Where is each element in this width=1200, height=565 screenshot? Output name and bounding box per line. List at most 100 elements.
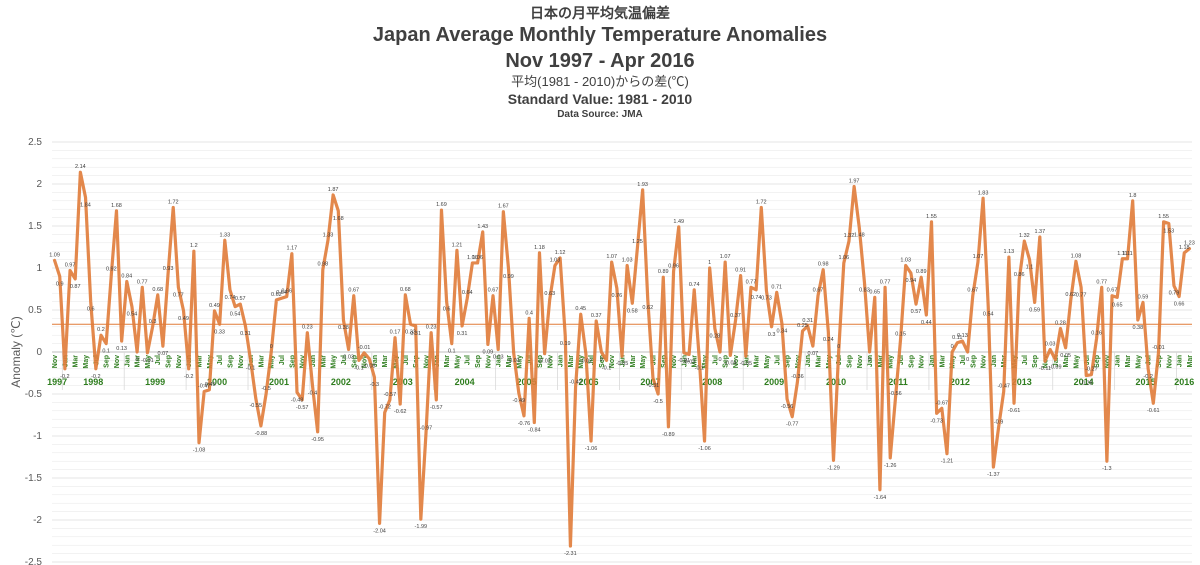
data-label: 0.62 [1065,292,1076,298]
month-tick-label: Nov [733,355,740,368]
month-tick-label: Nov [1166,355,1173,368]
month-tick-label: Jul [589,355,596,365]
data-label: 1.83 [978,190,989,196]
data-label: 0.97 [65,263,76,269]
month-tick-label: Jan [1177,355,1184,367]
data-label: 1.2 [190,243,198,249]
data-label: 0.62 [271,292,282,298]
data-label: 0.65 [1112,302,1123,308]
data-label: 0.58 [627,308,638,314]
data-label: 1.13 [1004,249,1015,255]
data-label: 0.6 [443,307,451,313]
y-tick-label: 1.5 [28,221,42,232]
data-label: 0 [718,357,721,363]
data-label: 0.67 [967,288,978,294]
data-label: 0.94 [906,278,917,284]
data-label: 0.31 [457,331,468,337]
data-label: -0.5 [653,399,662,405]
month-tick-label: Nov [857,355,864,368]
y-tick-label: -1.5 [25,473,43,484]
data-label: 1.87 [328,187,339,193]
data-label: -0.67 [936,400,949,406]
month-tick-label: Jul [898,355,905,365]
year-label: 1997 [47,377,67,387]
data-label: 0.11 [952,335,962,341]
data-label: 1.8 [1129,193,1137,199]
data-label: -0.02 [580,359,593,365]
month-tick-label: Jul [650,355,657,365]
month-tick-label: Jan [743,355,750,367]
month-tick-label: Jul [1146,355,1153,365]
month-tick-label: Jul [155,355,162,365]
data-label: 0.73 [761,296,772,302]
data-label: -0.1 [246,365,255,371]
month-tick-label: Sep [289,355,296,368]
data-label: -0.56 [781,404,794,410]
y-tick-label: 1 [36,263,42,274]
data-source-note: Data Source: JMA [557,109,643,120]
data-label: 0.77 [137,279,148,285]
data-label: 0.59 [1029,307,1040,313]
data-label: 1.07 [720,254,731,260]
y-tick-label: -2.5 [25,557,43,565]
month-tick-label: Nov [981,355,988,368]
month-tick-label: Nov [423,355,430,368]
data-label: -0.55 [249,403,262,409]
japanese-title: 日本の月平均気温偏差 [530,5,670,21]
data-label: -1.21 [941,459,954,465]
month-tick-label: Sep [166,355,173,368]
data-label: 1.12 [555,250,566,256]
data-label: 0.64 [276,290,287,296]
year-label: 1999 [145,377,165,387]
data-label: 0.67 [348,288,359,294]
y-axis-title: Anomaly (℃) [9,316,23,388]
data-label: 0.74 [689,282,700,288]
data-label: -1.06 [698,446,711,452]
data-label: 0.68 [400,287,411,293]
year-label: 2014 [1074,377,1094,387]
data-label: 0.28 [1055,320,1066,326]
data-label: -0.95 [311,437,324,443]
data-label: 0.37 [730,313,741,319]
data-label: 0.79 [1169,291,1180,297]
data-label: 0.89 [916,269,927,275]
month-tick-label: Jan [681,355,688,367]
data-label: 1.1 [1026,265,1034,271]
data-label: -0.42 [569,379,582,385]
data-label: 1.06 [472,255,483,261]
data-label: 0.98 [818,262,829,268]
month-tick-label: May [1135,355,1142,369]
standard-value-subtitle: Standard Value: 1981 - 2010 [507,91,693,107]
data-label: -0.61 [1147,408,1160,414]
data-label: -1.37 [987,472,1000,478]
data-label: 0.66 [1174,302,1185,308]
data-label: 1.93 [637,182,648,188]
data-label: 1.18 [534,245,545,251]
data-label: 0.31 [802,318,813,324]
anomaly-series-line [52,170,1192,548]
month-tick-label: Mar [630,355,637,368]
month-tick-label: Nov [547,355,554,368]
data-label: 1.37 [1034,229,1045,235]
chart-title: Japan Average Monthly Temperature Anomal… [372,24,828,46]
data-label: 0.91 [735,268,746,274]
month-tick-label: Mar [816,355,823,368]
data-label: 1.07 [973,254,984,260]
data-label: 1.67 [498,204,509,210]
month-tick-label: May [764,355,771,369]
month-tick-label: Sep [227,355,234,368]
data-label: 1.84 [80,202,91,208]
data-label: 0.13 [116,346,127,352]
data-label: 1.07 [606,254,617,260]
data-label: -0.3 [370,382,379,388]
data-label: 1.11 [1122,251,1132,257]
data-label: 0.77 [1096,279,1107,285]
data-label: -1.99 [415,524,428,530]
data-label: -0.11 [1039,366,1051,372]
data-label: -0.56 [889,391,902,397]
y-tick-label: 0 [36,347,42,358]
data-label: 0.28 [709,333,720,339]
data-label: 0.17 [390,330,401,336]
y-tick-label: 2 [36,179,42,190]
data-label: 0.16 [1091,331,1102,337]
